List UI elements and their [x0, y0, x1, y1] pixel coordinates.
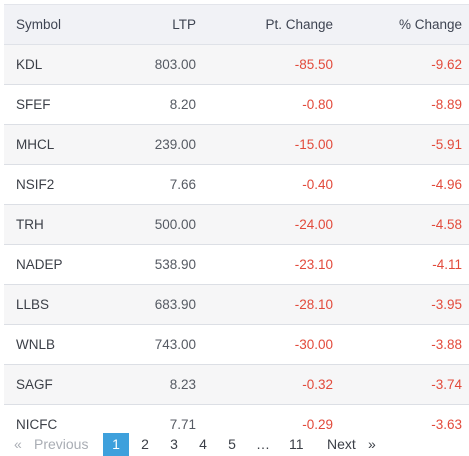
cell-pct-change: -9.62 [333, 44, 469, 85]
cell-pt-change: -24.00 [196, 204, 333, 245]
page-link-1[interactable]: 1 [103, 433, 129, 456]
cell-pt-change: -30.00 [196, 324, 333, 365]
cell-ltp: 239.00 [114, 124, 196, 165]
cell-pt-change: -0.80 [196, 84, 333, 125]
column-header-pt-change[interactable]: Pt. Change [196, 4, 333, 45]
table-row[interactable]: WNLB 743.00 -30.00 -3.88 [4, 324, 469, 365]
header-row: Symbol LTP Pt. Change % Change [4, 4, 469, 45]
table-row[interactable]: TRH 500.00 -24.00 -4.58 [4, 204, 469, 245]
table-row[interactable]: LLBS 683.90 -28.10 -3.95 [4, 284, 469, 325]
next-page-link[interactable]: Next [327, 436, 356, 452]
cell-ltp: 683.90 [114, 284, 196, 325]
cell-pct-change: -3.74 [333, 364, 469, 405]
cell-ltp: 538.90 [114, 244, 196, 285]
cell-pct-change: -5.91 [333, 124, 469, 165]
cell-pt-change: -15.00 [196, 124, 333, 165]
page-link-11[interactable]: 11 [289, 436, 304, 452]
cell-symbol[interactable]: TRH [4, 204, 114, 245]
table-row[interactable]: NSIF2 7.66 -0.40 -4.96 [4, 164, 469, 205]
cell-symbol[interactable]: KDL [4, 44, 114, 85]
pagination: « Previous 1 2 3 4 5 … 11 Next » [0, 433, 469, 456]
cell-ltp: 8.20 [114, 84, 196, 125]
cell-pt-change: -0.40 [196, 164, 333, 205]
cell-pct-change: -3.63 [333, 404, 469, 444]
previous-page-link: Previous [34, 436, 89, 452]
cell-symbol[interactable]: SAGF [4, 364, 114, 405]
cell-symbol[interactable]: LLBS [4, 284, 114, 325]
column-header-ltp[interactable]: LTP [114, 4, 196, 45]
cell-pct-change: -4.58 [333, 204, 469, 245]
cell-pct-change: -4.11 [333, 244, 469, 285]
column-header-symbol[interactable]: Symbol [4, 4, 114, 45]
page-link-4[interactable]: 4 [199, 436, 207, 452]
cell-symbol[interactable]: MHCL [4, 124, 114, 165]
cell-pt-change: -28.10 [196, 284, 333, 325]
cell-ltp: 7.66 [114, 164, 196, 205]
cell-symbol[interactable]: WNLB [4, 324, 114, 365]
cell-symbol[interactable]: SFEF [4, 84, 114, 125]
cell-ltp: 8.23 [114, 364, 196, 405]
cell-symbol[interactable]: NSIF2 [4, 164, 114, 205]
cell-symbol[interactable]: NADEP [4, 244, 114, 285]
table-row[interactable]: SFEF 8.20 -0.80 -8.89 [4, 84, 469, 125]
table-body: KDL 803.00 -85.50 -9.62 SFEF 8.20 -0.80 -8.89 MH… [4, 44, 469, 444]
table-row[interactable]: SAGF 8.23 -0.32 -3.74 [4, 364, 469, 405]
cell-pt-change: -85.50 [196, 44, 333, 85]
cell-ltp: 500.00 [114, 204, 196, 245]
page-link-3[interactable]: 3 [170, 436, 178, 452]
table-row[interactable]: NADEP 538.90 -23.10 -4.11 [4, 244, 469, 285]
cell-pt-change: -0.29 [196, 404, 333, 444]
pagination-ellipsis: … [256, 436, 270, 452]
table-row[interactable]: MHCL 239.00 -15.00 -5.91 [4, 124, 469, 165]
cell-ltp: 803.00 [114, 44, 196, 85]
table-header: Symbol LTP Pt. Change % Change [4, 4, 469, 45]
page-link-5[interactable]: 5 [228, 436, 236, 452]
cell-ltp: 743.00 [114, 324, 196, 365]
cell-pct-change: -4.96 [333, 164, 469, 205]
last-page-arrow[interactable]: » [368, 436, 376, 452]
cell-symbol[interactable]: NICFC [4, 404, 114, 444]
cell-pct-change: -3.88 [333, 324, 469, 365]
table-row[interactable]: KDL 803.00 -85.50 -9.62 [4, 44, 469, 85]
page-link-2[interactable]: 2 [141, 436, 149, 452]
losers-table: Symbol LTP Pt. Change % Change KDL 803.00… [4, 4, 469, 444]
cell-pt-change: -23.10 [196, 244, 333, 285]
first-page-arrow: « [14, 436, 22, 452]
cell-pt-change: -0.32 [196, 364, 333, 405]
cell-pct-change: -8.89 [333, 84, 469, 125]
cell-pct-change: -3.95 [333, 284, 469, 325]
column-header-pct-change[interactable]: % Change [333, 4, 469, 45]
